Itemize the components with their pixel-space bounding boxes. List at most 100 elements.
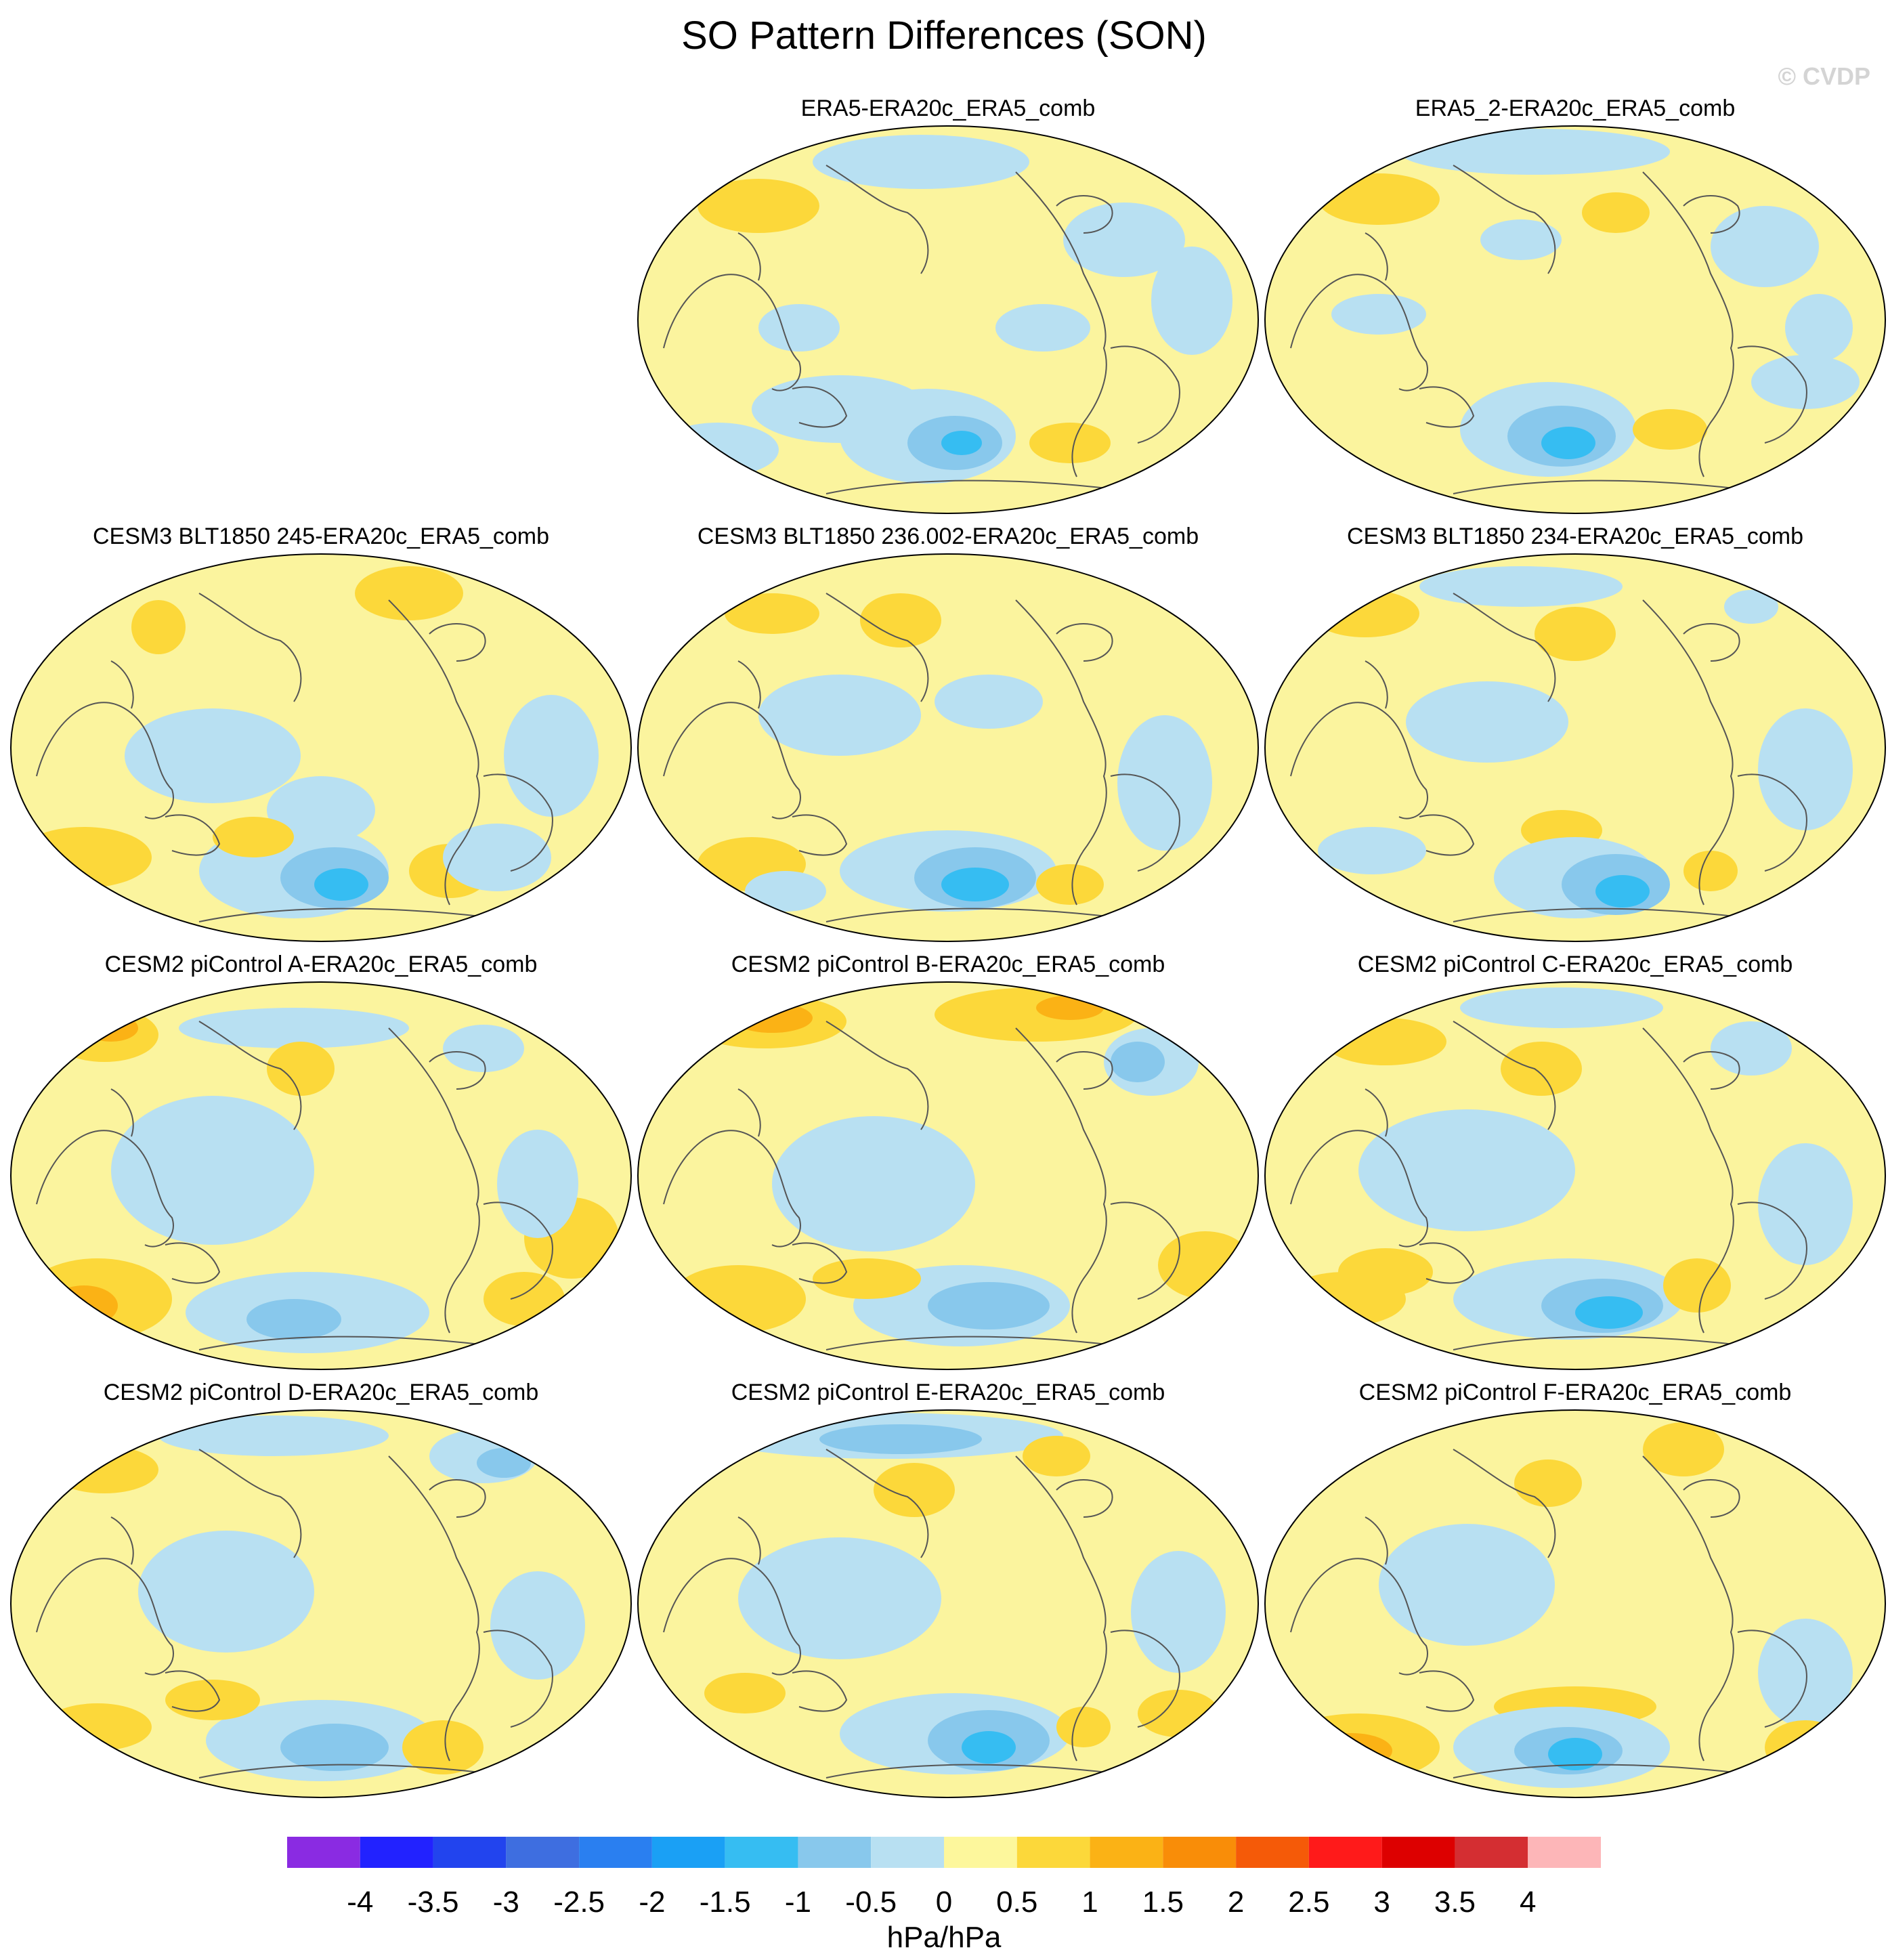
panel-title: CESM2 piControl E-ERA20c_ERA5_comb [731,1380,1165,1405]
colorbar-tick-label: 2.5 [1288,1886,1330,1919]
positive-anomaly-region [874,1463,955,1517]
negative-anomaly-region [1724,590,1778,624]
coastline [429,1051,486,1090]
coastline [1737,345,1807,444]
positive-anomaly-region [1029,423,1111,463]
positive-anomaly-region [935,987,1138,1042]
coastline [388,1455,480,1762]
positive-anomaly-region [50,1008,158,1062]
positive-anomaly-region [1535,607,1616,661]
coastline [737,232,761,281]
negative-anomaly-region [1331,294,1426,335]
coastline [1453,480,1752,494]
coastline [825,1336,1125,1350]
colorbar-swatch [360,1837,433,1868]
coastline [1683,1479,1740,1518]
positive-anomaly-region [1514,1460,1582,1507]
coastline [1015,1455,1107,1762]
negative-anomaly-region [813,135,1029,189]
coastline [1365,660,1388,709]
coastline [825,1449,929,1558]
negative-anomaly-region [477,1448,531,1478]
negative-anomaly-region [1595,875,1650,908]
coastline [737,1516,761,1565]
coastline [1453,593,1556,702]
coastline [1453,908,1752,922]
coastline [1056,623,1113,662]
negative-anomaly-region [111,1096,314,1245]
positive-anomaly-region [484,1272,565,1326]
coastline [1453,1764,1752,1778]
negative-anomaly-region [1575,1296,1643,1329]
positive-anomaly-region [731,1003,813,1033]
coastline [1056,195,1113,234]
colorbar-tick-label: 3.5 [1434,1886,1476,1919]
coastline [663,1558,801,1676]
positive-anomaly-region [1501,1042,1582,1096]
coastline [1110,345,1180,444]
coastline [1642,1455,1734,1762]
negative-anomaly-region [738,1537,941,1659]
positive-anomaly-region [1311,590,1419,637]
colorbar-swatch [1163,1837,1237,1868]
positive-anomaly-region [1318,173,1440,225]
chart-title: SO Pattern Differences (SON) [681,14,1207,58]
coastline [198,1336,498,1350]
panel-title: CESM2 piControl A-ERA20c_ERA5_comb [104,952,538,977]
positive-anomaly-region [698,179,819,233]
coastline [388,599,480,906]
negative-anomaly-region [1318,827,1426,874]
colorbar-swatches [287,1837,1601,1868]
map-plot [1264,981,1886,1370]
negative-anomaly-region [1399,129,1670,175]
map-plot [637,125,1259,514]
coastline [792,1670,848,1712]
coastline [1365,1088,1388,1137]
coastline [110,660,134,709]
colorbar-swatch [651,1837,725,1868]
negative-anomaly-region [1541,427,1595,459]
coastline [663,274,801,391]
map-border [10,1409,632,1798]
coastline [1419,1670,1475,1712]
coastline [825,165,929,274]
map-border [10,553,632,942]
negative-anomaly-region [280,1724,389,1771]
coastline [165,1670,221,1712]
coastline [483,1629,553,1728]
colorbar-swatch [871,1837,944,1868]
positive-anomaly-region [860,593,941,647]
coastline [1419,1242,1475,1284]
positive-anomaly-region [355,566,463,620]
map-panel: CESM2 piControl D-ERA20c_ERA5_comb [9,1379,632,1799]
negative-anomaly-region [1785,294,1853,362]
positive-anomaly-region [1158,1231,1253,1299]
coastline [1683,1051,1740,1090]
coastline [1737,773,1807,872]
positive-anomaly-region [84,1015,138,1042]
positive-anomaly-region [1325,1018,1446,1065]
map-plot [10,553,632,942]
coastline [1737,1629,1807,1728]
coastline [663,1130,801,1248]
negative-anomaly-region [504,695,599,817]
negative-anomaly-region [819,1424,982,1454]
colorbar-swatch [1090,1837,1163,1868]
negative-anomaly-region [1548,1738,1602,1770]
positive-anomaly-region [50,1446,158,1493]
positive-anomaly-region [43,1703,152,1751]
negative-anomaly-region [935,675,1043,729]
colorbar-tick-label: 0.5 [996,1886,1038,1919]
colorbar-tick-label: 4 [1519,1886,1537,1919]
negative-anomaly-region [1758,1143,1853,1265]
positive-anomaly-region [213,817,294,857]
colorbar-swatch [1308,1837,1382,1868]
negative-anomaly-region [443,1025,524,1072]
coastline [792,814,848,856]
map-plot [1264,553,1886,942]
coastline [1290,1130,1428,1248]
colorbar-tick-label: 1.5 [1142,1886,1184,1919]
coastline [110,1516,134,1565]
colorbar-swatch [1528,1837,1601,1868]
coastline [1737,1201,1807,1300]
